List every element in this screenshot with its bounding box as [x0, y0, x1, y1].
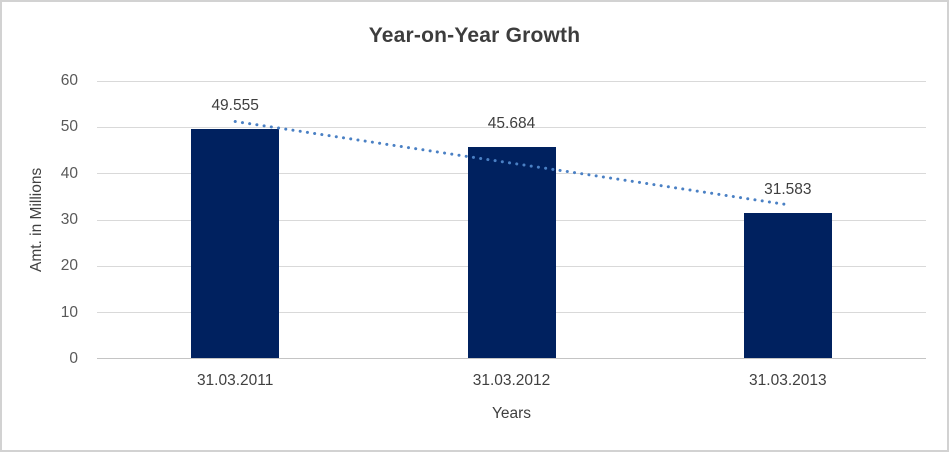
- plot-area: 49.555 45.684 31.583: [97, 80, 926, 359]
- x-axis-line: [97, 358, 926, 359]
- y-tick-label: 10: [60, 303, 78, 321]
- x-tick-label: 31.03.2013: [749, 372, 827, 389]
- x-tick-label: 31.03.2011: [196, 372, 274, 389]
- gridline: [97, 80, 926, 82]
- bar-31.03.2012[interactable]: [467, 147, 556, 358]
- y-tick-label: 40: [60, 164, 78, 182]
- bar-31.03.2013[interactable]: [743, 212, 832, 358]
- data-label: 49.555: [211, 97, 259, 115]
- x-tick-label: 31.03.2012: [472, 372, 551, 389]
- y-tick-label: 20: [60, 257, 78, 275]
- bar-31.03.2011[interactable]: [191, 129, 280, 358]
- y-tick-label: 60: [60, 72, 78, 89]
- data-label: 45.684: [487, 115, 536, 133]
- x-axis-title: Years: [491, 405, 532, 422]
- data-label: 31.583: [764, 180, 812, 198]
- chart-title: Year-on-Year Growth: [368, 24, 581, 47]
- y-tick-label: 50: [60, 118, 78, 136]
- y-tick-label: 30: [60, 211, 78, 228]
- y-tick-label: 0: [69, 350, 78, 367]
